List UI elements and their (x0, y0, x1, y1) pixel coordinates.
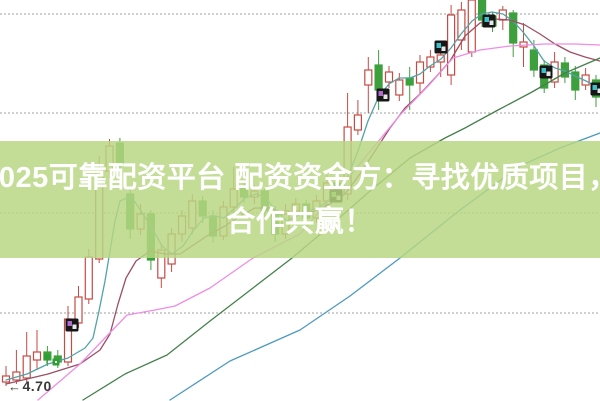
candle-body (509, 12, 518, 44)
signal-marker-glyph (489, 20, 494, 25)
promo-banner-line2: 合作共赢！ (226, 205, 374, 238)
signal-marker-glyph (541, 68, 546, 73)
low-price-label: ← 4.70 (8, 378, 52, 394)
candle-body (457, 9, 466, 41)
candle-body (22, 355, 31, 379)
candle-body (384, 71, 394, 83)
signal-marker-glyph (441, 46, 446, 51)
signal-marker-glyph (72, 324, 77, 329)
candle-body (84, 256, 93, 300)
candle-body (467, 0, 476, 53)
candle-body (32, 351, 42, 361)
candle-body (353, 114, 362, 131)
candle-body (478, 0, 487, 21)
signal-marker-glyph (592, 85, 597, 90)
signal-marker-glyph (546, 71, 551, 76)
candle-body (581, 74, 590, 86)
candle-body (529, 49, 539, 71)
left-arrow-icon: ← (8, 378, 22, 394)
signal-marker-glyph (436, 43, 441, 48)
signal-marker-glyph (383, 94, 388, 99)
candle-body (374, 64, 383, 91)
candle-body (364, 69, 373, 86)
signal-marker-glyph (378, 91, 383, 96)
green-square-marker-glyph (55, 361, 57, 363)
candle-body (415, 61, 425, 84)
candle-body (405, 77, 414, 86)
promo-banner: 2025可靠配资平台 配资资金方：寻找优质项目， 合作共赢！ (0, 141, 600, 258)
promo-banner-line1: 2025可靠配资平台 配资资金方：寻找优质项目， (0, 161, 600, 194)
low-price-value: 4.70 (22, 378, 52, 394)
candle-body (447, 14, 456, 76)
signal-marker-glyph (67, 321, 72, 326)
signal-marker-glyph (484, 17, 489, 22)
candle-body (571, 71, 580, 91)
candle-body (426, 56, 435, 68)
candle-body (395, 79, 404, 96)
signal-marker-glyph (597, 88, 600, 93)
